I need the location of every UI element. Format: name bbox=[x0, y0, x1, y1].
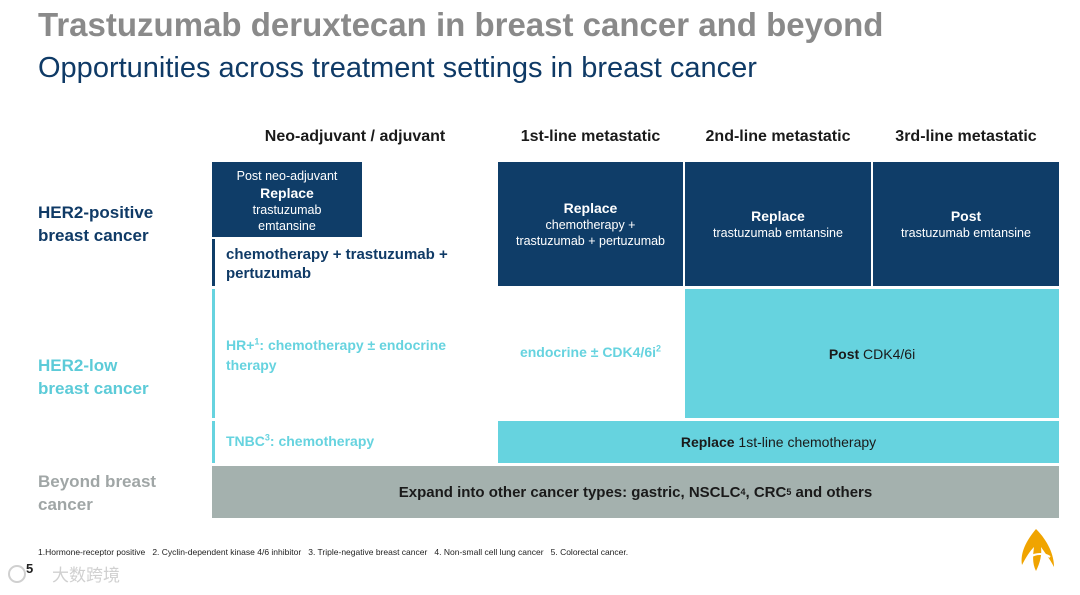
post-neo-action: Replace bbox=[260, 184, 314, 201]
watermark: 大数跨境 bbox=[8, 561, 120, 586]
teal-left-bar-tnbc bbox=[212, 421, 215, 463]
her2pos-2nd-line1: trastuzumab emtansine bbox=[713, 226, 843, 240]
her2pos-1st-line2: trastuzumab + pertuzumab bbox=[515, 234, 666, 248]
row-header-her2-positive: HER2-positive breast cancer bbox=[38, 201, 153, 247]
row-header-beyond-breast: Beyond breast cancer bbox=[38, 470, 156, 516]
cell-adjuvant-regimen: chemotherapy + trastuzumab + pertuzumab bbox=[226, 245, 448, 283]
cell-tnbc: TNBC3: chemotherapy bbox=[226, 433, 374, 449]
row-header-her2-low-line2: breast cancer bbox=[38, 379, 149, 398]
post-neo-drug1: trastuzumab bbox=[252, 202, 322, 217]
post-cdk-text: CDK4/6i bbox=[863, 345, 916, 362]
tnbc-rest: : chemotherapy bbox=[269, 433, 375, 449]
row-header-her2-positive-line1: HER2-positive bbox=[38, 203, 154, 222]
post-cdk-action: Post bbox=[828, 345, 860, 362]
page-number: 5 bbox=[26, 561, 34, 576]
footnotes: 1.Hormone-receptor positive 2. Cyclin-de… bbox=[38, 547, 629, 557]
cell-replace-1st-line-chemo: Replace 1st-line chemotherapy bbox=[498, 421, 1059, 463]
her2pos-3rd-action: Post bbox=[950, 208, 982, 224]
post-neo-prefix: Post neo-adjuvant bbox=[236, 168, 338, 183]
column-header-neo-adjuvant: Neo-adjuvant / adjuvant bbox=[264, 128, 446, 145]
cell-her2pos-3rd-line: Post trastuzumab emtansine bbox=[873, 162, 1059, 286]
cell-post-cdk46i: Post CDK4/6i bbox=[685, 289, 1059, 418]
expand-prefix: Expand into other cancer types: gastric,… bbox=[398, 483, 741, 501]
teal-left-bar-hr bbox=[212, 289, 215, 418]
row-header-her2-low: HER2-low breast cancer bbox=[38, 354, 149, 400]
column-header-3rd-line: 3rd-line metastatic bbox=[895, 128, 1037, 145]
cell-post-neo-adjuvant: Post neo-adjuvant Replace trastuzumab em… bbox=[212, 162, 362, 237]
navy-left-bar bbox=[212, 239, 215, 286]
adjuvant-regimen-line2: pertuzumab bbox=[226, 265, 312, 282]
her2pos-1st-line1: chemotherapy + bbox=[545, 218, 636, 232]
adjuvant-regimen-line1: chemotherapy + trastuzumab + bbox=[226, 246, 448, 263]
row-header-her2-low-line1: HER2-low bbox=[38, 356, 118, 375]
replace-first-text: 1st-line chemotherapy bbox=[738, 434, 877, 450]
her2pos-1st-action: Replace bbox=[563, 200, 618, 216]
watermark-icon bbox=[8, 565, 26, 583]
column-header-1st-line: 1st-line metastatic bbox=[520, 128, 661, 145]
hr-plus-line2: therapy bbox=[226, 357, 277, 373]
endocrine-text: endocrine ± CDK4/6i bbox=[519, 344, 657, 360]
endocrine-sup: 2 bbox=[656, 343, 662, 354]
hr-plus-prefix: HR+ bbox=[226, 337, 255, 353]
tnbc-sup: 3 bbox=[264, 432, 270, 443]
cell-her2pos-1st-line: Replace chemotherapy + trastuzumab + per… bbox=[498, 162, 683, 286]
replace-first-action: Replace bbox=[680, 434, 735, 450]
her2pos-2nd-action: Replace bbox=[751, 208, 805, 224]
astrazeneca-logo-icon bbox=[1016, 527, 1058, 575]
post-neo-drug2: emtansine bbox=[258, 218, 316, 233]
hr-plus-rest: : chemotherapy ± endocrine bbox=[259, 337, 447, 353]
cell-endocrine: endocrine ± CDK4/6i2 bbox=[498, 344, 683, 360]
watermark-text: 大数跨境 bbox=[52, 566, 120, 585]
cell-expand-other-cancers: Expand into other cancer types: gastric,… bbox=[212, 466, 1059, 518]
tnbc-prefix: TNBC bbox=[226, 433, 265, 449]
cell-her2pos-2nd-line: Replace trastuzumab emtansine bbox=[685, 162, 871, 286]
row-header-beyond-line2: cancer bbox=[38, 495, 93, 514]
expand-mid: , CRC bbox=[745, 483, 787, 501]
cell-hr-plus: HR+1: chemotherapy ± endocrine therapy bbox=[226, 335, 446, 375]
slide-subtitle: Opportunities across treatment settings … bbox=[38, 52, 757, 84]
astrazeneca-logo-svg bbox=[1021, 529, 1054, 571]
slide-title: Trastuzumab deruxtecan in breast cancer … bbox=[38, 6, 884, 43]
hr-plus-sup: 1 bbox=[254, 336, 260, 347]
expand-suffix: and others bbox=[791, 483, 873, 501]
row-header-her2-positive-line2: breast cancer bbox=[38, 226, 149, 245]
row-header-beyond-line1: Beyond breast bbox=[38, 472, 157, 491]
her2pos-3rd-line1: trastuzumab emtansine bbox=[901, 226, 1031, 240]
column-header-2nd-line: 2nd-line metastatic bbox=[705, 128, 851, 145]
